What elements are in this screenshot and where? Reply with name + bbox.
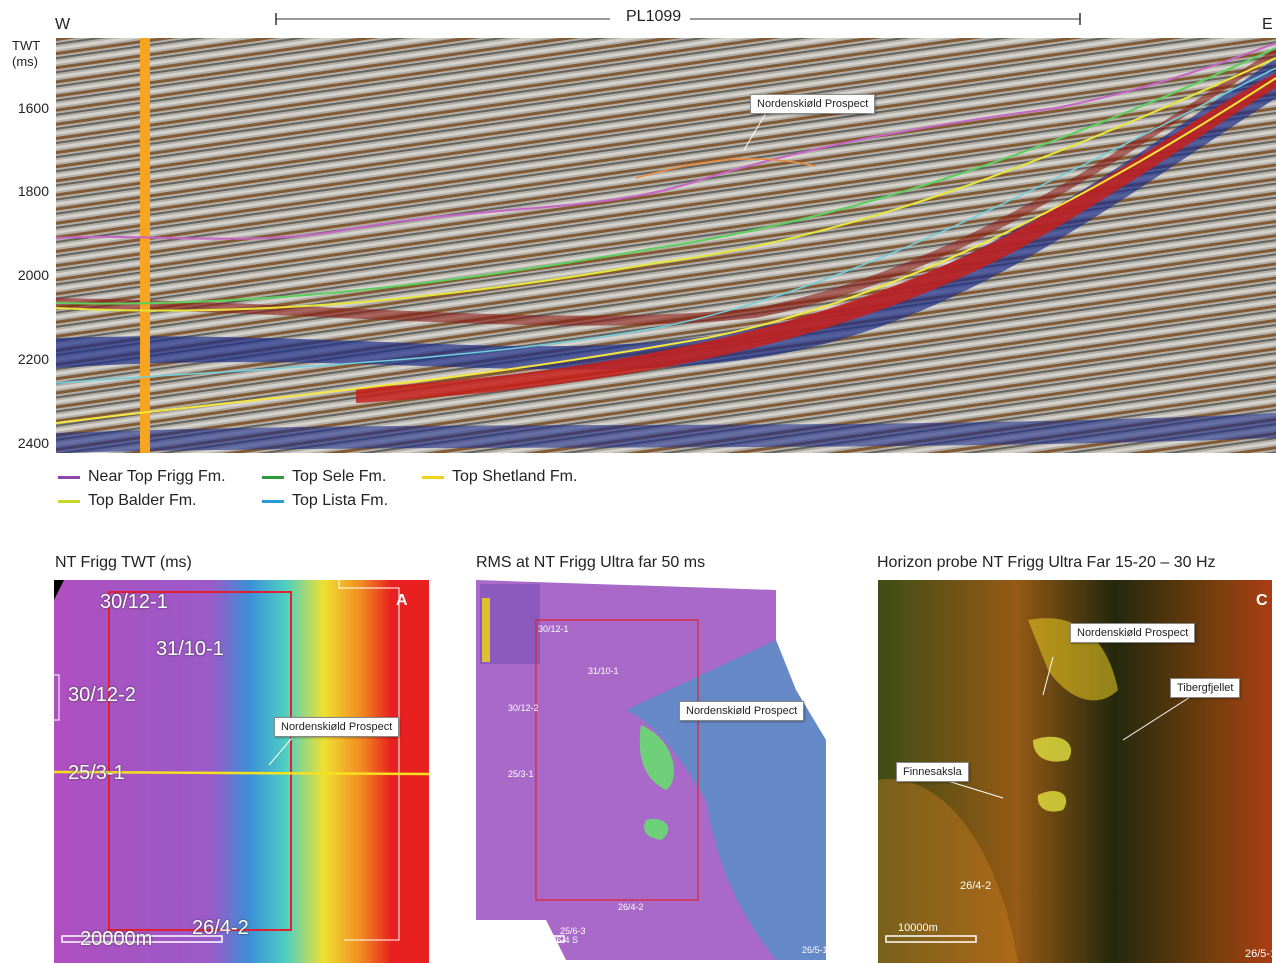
panel-a-letter: A [396, 592, 408, 609]
legend-label: Top Sele Fm. [292, 468, 387, 485]
legend-label: Near Top Frigg Fm. [88, 468, 226, 485]
well-31-10-1: 31/10-1 [156, 638, 224, 660]
legend-label: Top Shetland Fm. [452, 468, 578, 485]
section-callout-nordenskiold: Nordenskiøld Prospect [750, 94, 876, 114]
well-b-30-12-1: 30/12-1 [538, 624, 569, 634]
east-label: E [1262, 16, 1273, 33]
panel-b-map-image [476, 580, 830, 963]
well-c-26-5-1: 26/5-1 [1245, 948, 1276, 960]
well-b-26-4-2: 26/4-2 [618, 902, 644, 912]
legend-near-top-frigg: Near Top Frigg Fm. [58, 468, 226, 486]
well-b-25-3-1: 25/3-1 [508, 769, 534, 779]
well-b-30-12-2: 30/12-2 [508, 703, 539, 713]
well-b-31-10-1: 31/10-1 [588, 666, 619, 676]
panel-a-title: NT Frigg TWT (ms) [55, 554, 192, 571]
tick-2000: 2000 [17, 267, 49, 283]
pl1099-label: PL1099 [626, 8, 682, 25]
well-b-25-6-3: 25/6-3 [560, 926, 586, 936]
well-30-12-1: 30/12-1 [100, 591, 168, 613]
legend-top-shetland: Top Shetland Fm. [422, 468, 577, 486]
legend-swatch [422, 475, 444, 479]
well-30-12-2: 30/12-2 [68, 684, 136, 706]
twt-axis-unit: (ms) [12, 54, 38, 69]
west-label: W [55, 16, 71, 33]
twt-axis-title: TWT [12, 38, 41, 53]
legend-label: Top Lista Fm. [292, 492, 389, 509]
tick-1600: 1600 [17, 100, 49, 116]
legend-swatch [58, 475, 80, 479]
panel-b-callout-nordenskiold: Nordenskiøld Prospect [679, 701, 805, 721]
panel-b-letter: B [813, 592, 825, 609]
well-b-26-5-1: 26/5-1 [802, 945, 828, 955]
panel-a-map-image [54, 580, 429, 963]
pl1099-extent-line [275, 13, 1081, 25]
seismic-section-image [56, 38, 1276, 453]
legend-swatch [262, 475, 284, 479]
tick-2400: 2400 [17, 435, 49, 451]
well-b-25-6-4s: 25/6-4 S [544, 935, 579, 945]
panel-a-callout-nordenskiold: Nordenskiøld Prospect [274, 717, 400, 737]
panel-c-callout-nordenskiold: Nordenskiøld Prospect [1070, 623, 1196, 643]
well-26-4-2: 26/4-2 [192, 917, 249, 939]
well-25-3-1: 25/3-1 [68, 762, 125, 784]
panel-b-scale-label: 12500m [486, 934, 519, 944]
panel-c-callout-tibergfjellet: Tibergfjellet [1170, 678, 1241, 698]
legend-top-balder: Top Balder Fm. [58, 492, 196, 510]
well-c-26-4-2: 26/4-2 [960, 880, 992, 892]
panel-c-title: Horizon probe NT Frigg Ultra Far 15-20 –… [877, 554, 1216, 571]
panel-c-callout-finnesaksla: Finnesaksla [896, 762, 969, 782]
panel-a-scale-label: 20000m [80, 928, 153, 950]
legend-top-sele: Top Sele Fm. [262, 468, 386, 486]
legend-swatch [58, 499, 80, 503]
panel-c-letter: C [1256, 592, 1268, 609]
tick-2200: 2200 [17, 351, 49, 367]
panel-c-scale-label: 10000m [898, 922, 938, 934]
tick-1800: 1800 [17, 183, 49, 199]
legend-label: Top Balder Fm. [88, 492, 197, 509]
legend-top-lista: Top Lista Fm. [262, 492, 388, 510]
legend-swatch [262, 499, 284, 503]
panel-b-title: RMS at NT Frigg Ultra far 50 ms [476, 554, 706, 571]
